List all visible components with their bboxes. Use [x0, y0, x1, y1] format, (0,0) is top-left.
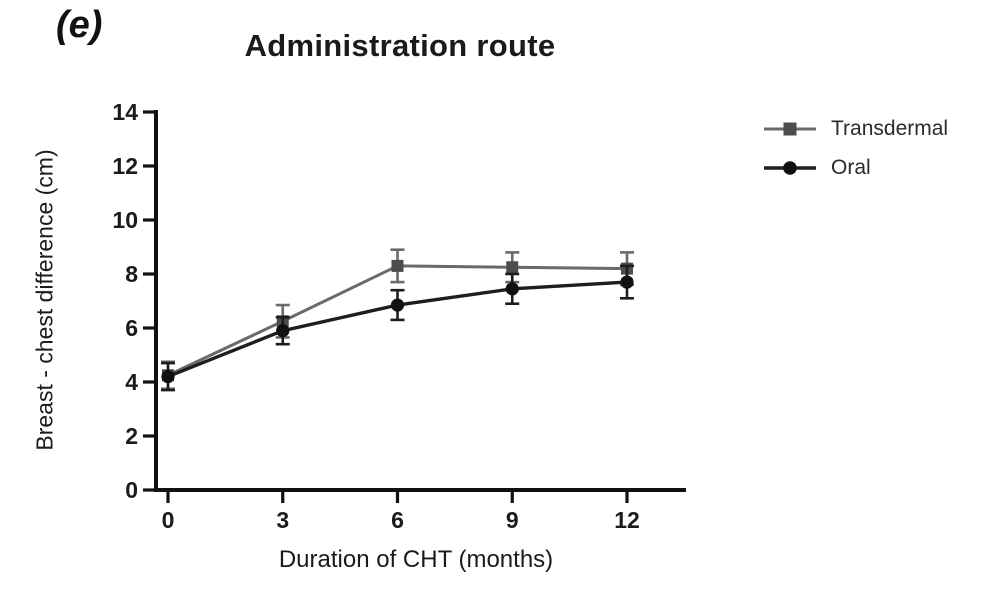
panel-label: (e) — [56, 4, 103, 46]
data-point-transdermal — [391, 259, 404, 272]
y-tick-label: 4 — [125, 369, 138, 395]
x-tick-label: 12 — [614, 507, 640, 533]
y-axis-label: Breast - chest difference (cm) — [31, 149, 58, 451]
x-axis-label: Duration of CHT (months) — [278, 546, 554, 573]
chart-title: Administration route — [244, 28, 556, 63]
x-tick-label: 0 — [162, 507, 175, 533]
series-oral — [161, 264, 634, 392]
legend-item-oral: Oral — [764, 156, 948, 180]
data-point-oral — [620, 275, 634, 289]
legend-marker-square — [783, 122, 797, 136]
legend-marker-circle — [783, 161, 797, 175]
y-tick-label: 2 — [125, 423, 138, 449]
x-tick-label: 6 — [391, 507, 404, 533]
y-tick-label: 10 — [112, 207, 138, 233]
y-tick-label: 0 — [125, 477, 138, 503]
oral-circle-symbol — [764, 161, 816, 175]
legend-item-transdermal: Transdermal — [764, 117, 948, 141]
y-tick-label: 14 — [112, 99, 138, 125]
y-tick-label: 6 — [125, 315, 138, 341]
legend: Transdermal Oral — [764, 117, 948, 180]
y-tick-label: 8 — [125, 261, 138, 287]
transdermal-square-symbol — [764, 122, 816, 136]
data-point-oral — [390, 298, 405, 312]
data-point-oral — [276, 324, 290, 338]
y-tick-label: 12 — [112, 153, 138, 179]
x-tick-label: 3 — [276, 507, 289, 533]
legend-label-oral: Oral — [831, 156, 871, 179]
legend-label-transdermal: Transdermal — [831, 117, 949, 140]
data-point-transdermal — [506, 261, 519, 274]
data-point-oral — [505, 282, 519, 296]
x-tick-label: 9 — [506, 507, 519, 533]
data-point-oral — [161, 370, 175, 384]
